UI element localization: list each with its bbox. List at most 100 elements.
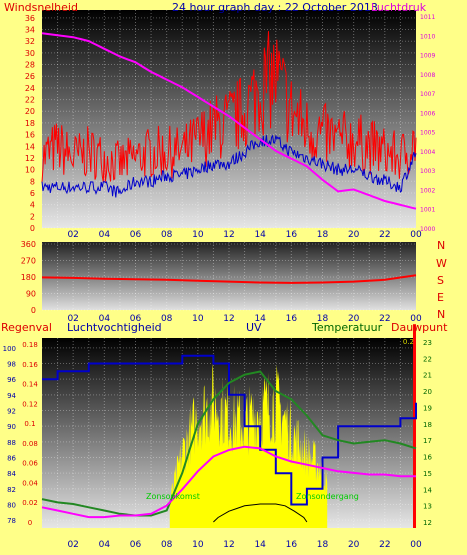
pressure-tick-label: 1009 [420, 53, 435, 60]
x-tick-label: 02 [67, 230, 78, 240]
pressure-tick-label: 1004 [420, 149, 435, 156]
wind-speed-tick-label: 24 [25, 84, 35, 93]
page-title: 24 hour graph day : 22 October 2013 [172, 1, 378, 14]
x-tick-label: 18 [317, 540, 329, 550]
wind-speed-line [41, 31, 417, 183]
pressure-tick-label: 1008 [420, 72, 435, 79]
humidity-tick-label: 100 [3, 345, 16, 353]
rain-tick-label: 0.08 [22, 440, 38, 448]
x-tick-label: 04 [99, 314, 111, 324]
rain-tick-label: 0.12 [22, 400, 38, 408]
sunrise-annotation: Zonsopkomst [146, 492, 200, 501]
sunset-annotation: Zonsondergang [296, 492, 359, 501]
x-tick-label: 16 [286, 540, 298, 550]
temperature-tick-label: 17 [423, 437, 432, 445]
wind-speed-tick-label: 8 [30, 177, 35, 186]
solar-line [213, 503, 308, 523]
pressure-tick-label: 1001 [420, 207, 435, 214]
temperature-tick-label: 15 [423, 470, 432, 478]
humidity-axis-label: Luchtvochtigheid [67, 321, 162, 334]
pressure-axis-label: Luchtdruk [371, 1, 427, 14]
rain-tick-label: 0 [28, 519, 32, 527]
x-tick-label: 22 [379, 540, 390, 550]
x-tick-label: 08 [161, 540, 173, 550]
temperature-tick-label: 18 [423, 421, 432, 429]
humidity-tick-label: 92 [7, 408, 16, 416]
temperature-tick-label: 16 [423, 454, 432, 462]
temperature-tick-label: 20 [423, 388, 432, 396]
x-tick-label: 12 [223, 314, 234, 324]
wind-pressure-panel [42, 10, 416, 228]
humidity-tick-label: 96 [7, 376, 16, 384]
temperature-tick-label: 21 [423, 372, 432, 380]
wind-direction-tick-label: 360 [21, 240, 36, 249]
wind-speed-tick-label: 6 [30, 189, 35, 198]
humidity-tick-label: 84 [7, 470, 16, 478]
temperature-line [41, 370, 417, 517]
rain-tick-label: 0.14 [22, 381, 38, 389]
humidity-tick-label: 94 [7, 392, 16, 400]
x-tick-label: 12 [223, 540, 234, 550]
x-tick-label: 22 [379, 314, 390, 324]
rain-tick-label: 0.04 [22, 479, 38, 487]
pressure-tick-label: 1005 [420, 130, 435, 137]
x-tick-label: 02 [67, 540, 78, 550]
x-tick-label: 14 [254, 230, 266, 240]
x-tick-label: 16 [286, 314, 298, 324]
temperature-tick-label: 14 [423, 486, 432, 494]
pressure-line [41, 32, 417, 210]
wind-speed-tick-label: 12 [25, 154, 35, 163]
pressure-tick-label: 1010 [420, 33, 435, 40]
humidity-tick-label: 82 [7, 486, 16, 494]
x-tick-label: 10 [192, 314, 204, 324]
uv-area [169, 363, 328, 528]
pressure-tick-label: 1006 [420, 110, 435, 117]
wind-direction-tick-label: 270 [21, 257, 36, 266]
dewpoint-line [41, 445, 416, 519]
x-tick-label: 08 [161, 314, 173, 324]
x-tick-label: 20 [348, 314, 360, 324]
x-tick-label: 18 [317, 230, 329, 240]
x-tick-label: 22 [379, 230, 390, 240]
x-tick-label: 12 [223, 230, 234, 240]
wind-speed-tick-label: 20 [25, 107, 35, 116]
wind-direction-tick-label: 180 [21, 273, 36, 282]
x-tick-label: 08 [161, 230, 173, 240]
rain-tick-label: 0.06 [22, 460, 38, 468]
wind-direction-panel [42, 242, 416, 310]
x-tick-label: 04 [99, 230, 111, 240]
pressure-tick-label: 1007 [420, 91, 435, 98]
wind-speed-tick-label: 22 [25, 96, 35, 105]
wind-direction-line [41, 274, 417, 284]
wind-gust-line [41, 134, 417, 198]
wind-speed-tick-label: 10 [25, 166, 35, 175]
temperature-tick-label: 19 [423, 404, 432, 412]
wind-speed-tick-label: 0 [30, 224, 35, 233]
temperature-tick-label: 13 [423, 503, 432, 511]
pressure-tick-label: 1003 [420, 168, 435, 175]
direction-label-south: S [437, 274, 444, 287]
x-tick-label: 16 [286, 230, 298, 240]
temperature-tick-label: 23 [423, 339, 432, 347]
rain-axis-label: Regenval [1, 321, 52, 334]
wind-speed-tick-label: 16 [25, 131, 35, 140]
temperature-tick-label: 12 [423, 519, 432, 527]
wind-speed-tick-label: 36 [25, 14, 35, 23]
wind-speed-tick-label: 14 [25, 142, 35, 151]
pressure-tick-label: 1011 [420, 14, 435, 21]
wind-speed-axis-label: Windsnelheid [4, 1, 78, 14]
rain-tick-label: 0.02 [22, 499, 38, 507]
pressure-tick-label: 1002 [420, 187, 435, 194]
x-tick-label: 06 [130, 230, 142, 240]
wind-speed-tick-label: 26 [25, 72, 35, 81]
wind-speed-tick-label: 28 [25, 61, 35, 70]
direction-label-north-2: N [437, 308, 445, 321]
dewpoint-axis-label: Dauwpunt [391, 321, 448, 334]
wind-direction-tick-label: 0 [31, 306, 36, 315]
x-tick-label: 04 [99, 540, 111, 550]
wind-speed-tick-label: 18 [25, 119, 35, 128]
temperature-tick-label: 22 [423, 355, 432, 363]
x-tick-label: 14 [254, 314, 266, 324]
